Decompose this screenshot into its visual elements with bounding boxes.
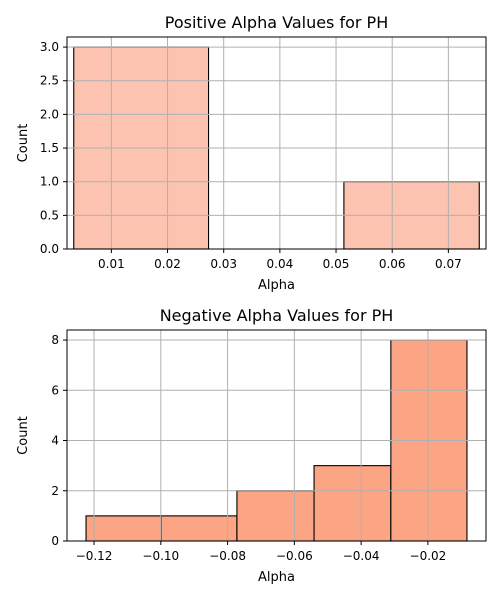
chart-2-x-tick-label-4: −0.06 [276, 549, 313, 563]
chart-1-y-tick-label-1: 0.0 [40, 242, 59, 256]
chart-2-y-axis-label: Count [16, 416, 31, 455]
chart-1-x-axis-label: Alpha [258, 278, 295, 293]
chart-2-x-tick-label-6: −0.02 [410, 549, 447, 563]
chart-2-x-tick-label-3: −0.08 [209, 549, 246, 563]
chart-1-y-tick-label-3: 1.0 [40, 175, 59, 189]
chart-1-axes-frame [66, 36, 487, 250]
chart-2-x-tick-label-5: −0.04 [343, 549, 380, 563]
chart-1-y-tick-label-5: 2.0 [40, 107, 59, 121]
chart-2-y-tick-label-2: 2 [51, 484, 59, 498]
chart-2-bar-4 [313, 465, 392, 542]
chart-1-x-tick-label-7: 0.07 [435, 257, 462, 271]
chart-1-x-tick-label-3: 0.03 [210, 257, 237, 271]
chart-2-bar-3 [236, 490, 315, 542]
chart-1-x-tick-label-5: 0.05 [323, 257, 350, 271]
chart-2-x-axis-label: Alpha [258, 570, 295, 585]
chart-1-y-tick-label-7: 3.0 [40, 40, 59, 54]
chart-1-x-tick-label-2: 0.02 [154, 257, 181, 271]
chart-1-x-tick-label-4: 0.04 [267, 257, 294, 271]
chart-1-y-tick-label-6: 2.5 [40, 74, 59, 88]
chart-2-bar-2 [160, 515, 238, 542]
chart-2-title: Negative Alpha Values for PH [160, 306, 394, 325]
chart-2-y-tick-label-1: 0 [51, 534, 59, 548]
chart-2-y-tick-label-3: 4 [51, 434, 59, 448]
chart-2-y-tick-label-4: 6 [51, 383, 59, 397]
chart-1-x-tick-label-6: 0.06 [379, 257, 406, 271]
chart-1-y-axis-label: Count [16, 124, 31, 163]
chart-1-x-tick-label-1: 0.01 [98, 257, 125, 271]
chart-2-x-tick-label-1: −0.12 [76, 549, 113, 563]
chart-2-x-tick-label-2: −0.10 [142, 549, 179, 563]
chart-2-axes-frame [66, 329, 487, 542]
chart-1-title: Positive Alpha Values for PH [165, 13, 388, 32]
chart-1-y-tick-label-4: 1.5 [40, 141, 59, 155]
chart-2-bar-1 [85, 515, 162, 542]
chart-2-y-tick-label-5: 8 [51, 333, 59, 347]
chart-1-y-tick-label-2: 0.5 [40, 208, 59, 222]
